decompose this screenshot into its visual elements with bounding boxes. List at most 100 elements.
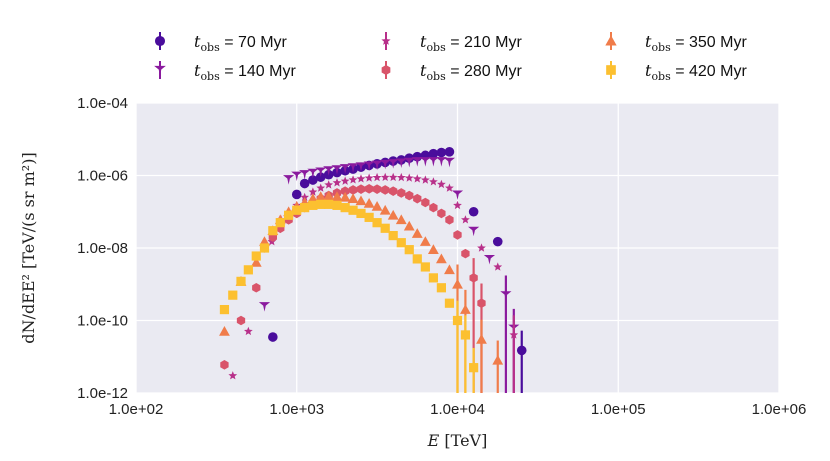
data-point xyxy=(308,200,318,210)
data-point xyxy=(316,199,326,209)
data-point xyxy=(403,220,415,231)
data-point xyxy=(324,180,334,189)
data-point xyxy=(372,184,382,194)
data-point xyxy=(307,168,319,179)
legend-item: tobs = 350 Myr xyxy=(605,32,747,54)
data-point xyxy=(355,162,367,172)
data-point xyxy=(412,174,422,183)
data-point xyxy=(315,191,327,202)
legend-label: tobs = 420 Myr xyxy=(645,61,747,83)
y-tick-label: 1.0e-10 xyxy=(77,313,128,330)
data-point xyxy=(411,157,423,167)
data-point xyxy=(356,208,366,219)
data-point xyxy=(275,218,285,228)
data-point xyxy=(516,345,527,356)
data-point xyxy=(380,223,390,233)
data-point xyxy=(356,174,366,183)
data-point xyxy=(452,315,463,326)
data-point xyxy=(228,371,238,380)
data-point xyxy=(429,177,438,186)
data-point xyxy=(395,214,407,225)
data-point xyxy=(461,215,470,224)
data-point xyxy=(243,265,253,275)
x-tick-label: 1.0e+02 xyxy=(109,401,164,418)
data-point xyxy=(268,226,278,236)
data-point xyxy=(419,236,431,246)
data-point xyxy=(460,330,471,340)
data-point xyxy=(323,166,335,176)
data-point xyxy=(283,175,295,185)
data-point xyxy=(348,185,358,195)
data-point xyxy=(396,172,406,182)
data-point xyxy=(258,302,271,312)
data-point xyxy=(468,226,480,237)
data-point xyxy=(444,298,455,308)
data-point xyxy=(347,193,359,203)
data-point xyxy=(388,230,398,241)
data-point xyxy=(300,203,310,213)
data-point xyxy=(308,187,318,196)
data-point xyxy=(380,172,390,182)
data-point xyxy=(355,195,367,206)
data-point xyxy=(299,170,311,180)
data-point xyxy=(397,188,406,198)
x-tick-label: 1.0e+06 xyxy=(752,401,807,418)
data-point xyxy=(379,159,391,170)
data-point xyxy=(451,190,464,201)
data-point xyxy=(396,238,406,248)
data-point xyxy=(395,158,407,168)
data-point xyxy=(436,283,446,293)
legend-label: tobs = 280 Myr xyxy=(420,61,522,83)
data-point xyxy=(356,184,366,194)
x-axis-label-text: E [TeV] xyxy=(427,431,488,450)
data-point xyxy=(435,157,447,167)
legend-label: tobs = 140 Myr xyxy=(194,61,296,83)
data-point xyxy=(437,179,446,189)
data-point xyxy=(154,35,166,47)
data-point xyxy=(259,243,270,253)
data-point xyxy=(435,253,447,264)
data-point xyxy=(477,298,486,308)
legend-label: tobs = 350 Myr xyxy=(645,32,747,54)
grid-lines xyxy=(135,102,780,394)
data-point xyxy=(315,167,327,177)
data-point xyxy=(364,173,374,182)
data-point xyxy=(252,282,261,293)
data-point xyxy=(371,160,383,171)
series-6 xyxy=(219,199,479,393)
data-point xyxy=(364,183,374,194)
data-point xyxy=(339,164,351,174)
data-point xyxy=(250,257,262,267)
data-point xyxy=(308,175,318,185)
data-point xyxy=(420,175,430,184)
data-point xyxy=(154,65,166,76)
data-point xyxy=(372,218,382,228)
x-tick-label: 1.0e+04 xyxy=(430,401,485,418)
data-point xyxy=(403,157,415,168)
legend-label: tobs = 70 Myr xyxy=(194,32,288,54)
data-point xyxy=(483,254,496,265)
data-point xyxy=(292,205,302,215)
data-point xyxy=(340,186,350,196)
data-point xyxy=(427,157,439,167)
data-point xyxy=(388,172,398,182)
data-point xyxy=(332,178,342,187)
data-point xyxy=(340,203,350,213)
data-point xyxy=(477,243,486,252)
legend-item: tobs = 140 Myr xyxy=(154,61,296,83)
data-point xyxy=(428,273,438,283)
data-point xyxy=(339,191,351,202)
x-tick-label: 1.0e+03 xyxy=(269,401,324,418)
data-point xyxy=(412,254,422,264)
data-point xyxy=(291,171,303,182)
y-tick-label: 1.0e-12 xyxy=(77,385,128,402)
data-point xyxy=(476,334,487,344)
data-point xyxy=(404,173,414,182)
data-point xyxy=(387,159,399,169)
data-point xyxy=(323,190,335,201)
legend-item: tobs = 420 Myr xyxy=(606,61,747,83)
data-point xyxy=(340,176,350,185)
legend-label: tobs = 210 Myr xyxy=(420,32,522,54)
y-tick-label: 1.0e-08 xyxy=(77,240,128,257)
